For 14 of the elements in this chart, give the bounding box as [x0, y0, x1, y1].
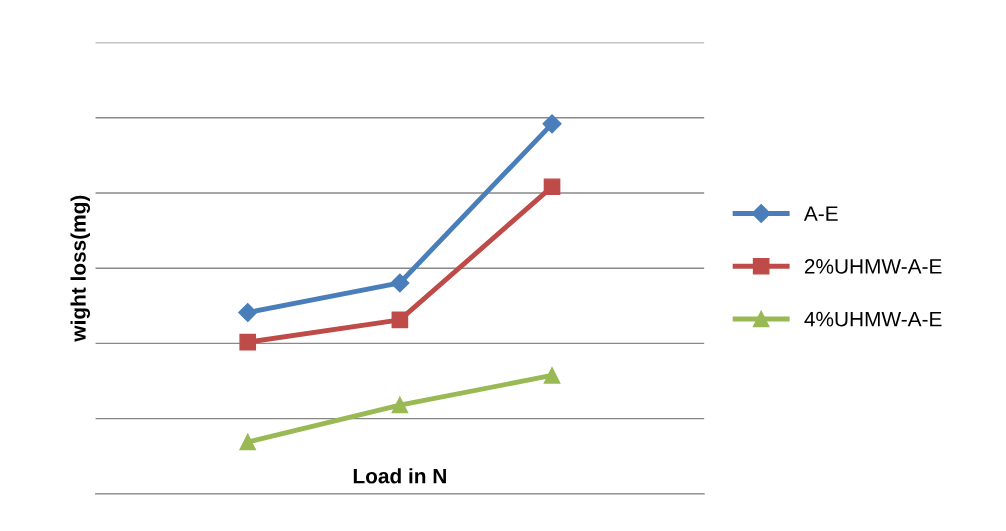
- point: [390, 273, 410, 293]
- point: [543, 367, 561, 384]
- y-axis-title: wight loss(mg): [70, 195, 91, 342]
- legend-label: 4%UHMW-A-E: [804, 311, 942, 327]
- point: [542, 114, 562, 134]
- legend-label: 2%UHMW-A-E: [804, 258, 942, 274]
- point: [239, 433, 257, 451]
- point: [238, 303, 258, 323]
- x-axis-title: Load in N: [353, 468, 446, 484]
- legend-label: A-E: [803, 206, 838, 221]
- point: [543, 178, 561, 196]
- point: [391, 311, 409, 329]
- point: [239, 333, 257, 351]
- point: [391, 396, 409, 414]
